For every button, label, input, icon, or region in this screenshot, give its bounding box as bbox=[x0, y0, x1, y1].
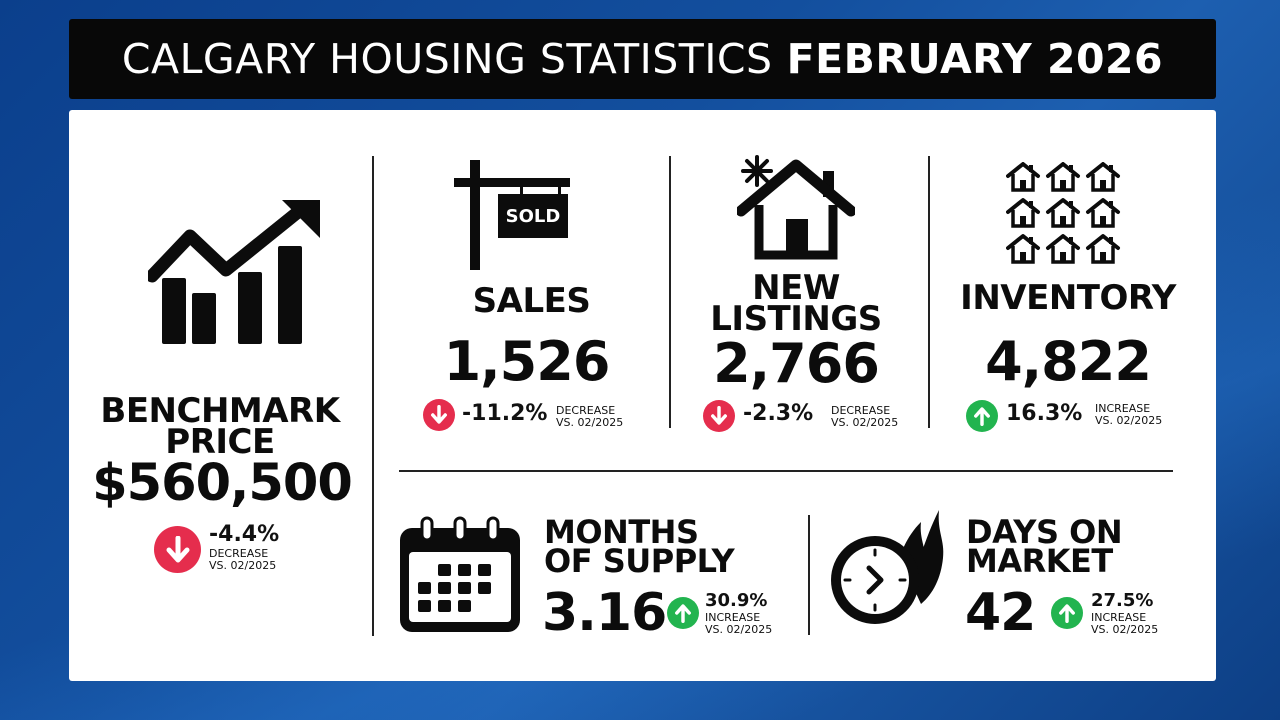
title-text: CALGARY HOUSING STATISTICS bbox=[121, 35, 773, 83]
inventory-direction: INCREASE bbox=[1095, 402, 1151, 415]
benchmark-comparison: VS. 02/2025 bbox=[209, 559, 277, 573]
benchmark-label: BENCHMARK PRICE bbox=[89, 391, 351, 463]
new-listings-change: -2.3% bbox=[743, 401, 814, 426]
sales-label: SALES bbox=[472, 281, 591, 321]
decrease-arrow-icon bbox=[154, 526, 201, 573]
days-on-market-direction: INCREASE bbox=[1091, 611, 1147, 624]
months-supply-direction: INCREASE bbox=[705, 611, 761, 624]
benchmark-value: $560,500 bbox=[92, 454, 353, 513]
increase-arrow-icon bbox=[667, 597, 699, 629]
decrease-arrow-icon bbox=[423, 399, 455, 431]
days-on-market-comparison: VS. 02/2025 bbox=[1091, 623, 1159, 637]
title-month: FEBRUARY 2026 bbox=[786, 35, 1164, 83]
benchmark-label-line2: PRICE bbox=[165, 422, 275, 463]
new-listings-label: NEW LISTINGS bbox=[681, 268, 911, 340]
new-listings-label-line2: LISTINGS bbox=[710, 299, 882, 340]
divider-vertical-bottom bbox=[808, 515, 810, 635]
new-listings-direction: DECREASE bbox=[831, 404, 891, 417]
months-supply-label: MONTHS OF SUPPLY bbox=[544, 513, 784, 581]
increase-arrow-icon bbox=[1051, 597, 1083, 629]
days-on-market-label-line1: DAYS ON bbox=[966, 513, 1123, 551]
inventory-comparison: VS. 02/2025 bbox=[1095, 414, 1163, 428]
sales-note: DECREASE VS. 02/2025 bbox=[556, 404, 624, 430]
months-supply-note: INCREASE VS. 02/2025 bbox=[705, 611, 773, 637]
days-on-market-label-line2: MARKET bbox=[966, 542, 1113, 581]
fast-clock-icon bbox=[825, 508, 949, 630]
new-house-icon bbox=[737, 155, 855, 261]
sales-change: -11.2% bbox=[462, 401, 548, 426]
new-listings-value: 2,766 bbox=[713, 332, 880, 395]
days-on-market-change: 27.5% bbox=[1091, 590, 1154, 611]
rising-bar-chart-icon bbox=[148, 198, 323, 348]
benchmark-note: DECREASE VS. 02/2025 bbox=[209, 547, 277, 573]
page-title: CALGARY HOUSING STATISTICS FEBRUARY 2026 bbox=[69, 19, 1216, 99]
months-supply-value: 3.16 bbox=[542, 583, 667, 643]
divider-vertical-sales bbox=[669, 156, 671, 428]
divider-vertical-main bbox=[372, 156, 374, 636]
divider-horizontal bbox=[399, 470, 1173, 472]
increase-arrow-icon bbox=[966, 400, 998, 432]
benchmark-direction: DECREASE bbox=[209, 547, 269, 560]
sales-value: 1,526 bbox=[443, 330, 611, 393]
months-supply-label-line1: MONTHS bbox=[544, 513, 699, 551]
months-supply-label-line2: OF SUPPLY bbox=[544, 542, 735, 581]
inventory-label: INVENTORY bbox=[960, 278, 1176, 318]
days-on-market-value: 42 bbox=[965, 583, 1036, 643]
inventory-value: 4,822 bbox=[985, 330, 1152, 393]
days-on-market-label: DAYS ON MARKET bbox=[966, 513, 1196, 581]
new-listings-note: DECREASE VS. 02/2025 bbox=[831, 404, 899, 430]
divider-vertical-listings bbox=[928, 156, 930, 428]
sold-sign-text: SOLD bbox=[505, 206, 561, 227]
days-on-market-note: INCREASE VS. 02/2025 bbox=[1091, 611, 1159, 637]
sales-direction: DECREASE bbox=[556, 404, 616, 417]
sales-comparison: VS. 02/2025 bbox=[556, 416, 624, 430]
months-supply-comparison: VS. 02/2025 bbox=[705, 623, 773, 637]
inventory-note: INCREASE VS. 02/2025 bbox=[1095, 402, 1163, 428]
benchmark-label-line1: BENCHMARK bbox=[100, 391, 340, 431]
inventory-change: 16.3% bbox=[1006, 401, 1083, 426]
new-listings-comparison: VS. 02/2025 bbox=[831, 416, 899, 430]
new-listings-label-line1: NEW bbox=[752, 268, 840, 308]
stats-card: BENCHMARK PRICE $560,500 -4.4% DECREASE … bbox=[69, 110, 1216, 681]
houses-grid-icon bbox=[1006, 162, 1126, 266]
benchmark-change: -4.4% bbox=[209, 522, 280, 547]
sold-sign-icon bbox=[454, 160, 574, 272]
calendar-icon bbox=[398, 516, 522, 634]
months-supply-change: 30.9% bbox=[705, 590, 768, 611]
decrease-arrow-icon bbox=[703, 400, 735, 432]
